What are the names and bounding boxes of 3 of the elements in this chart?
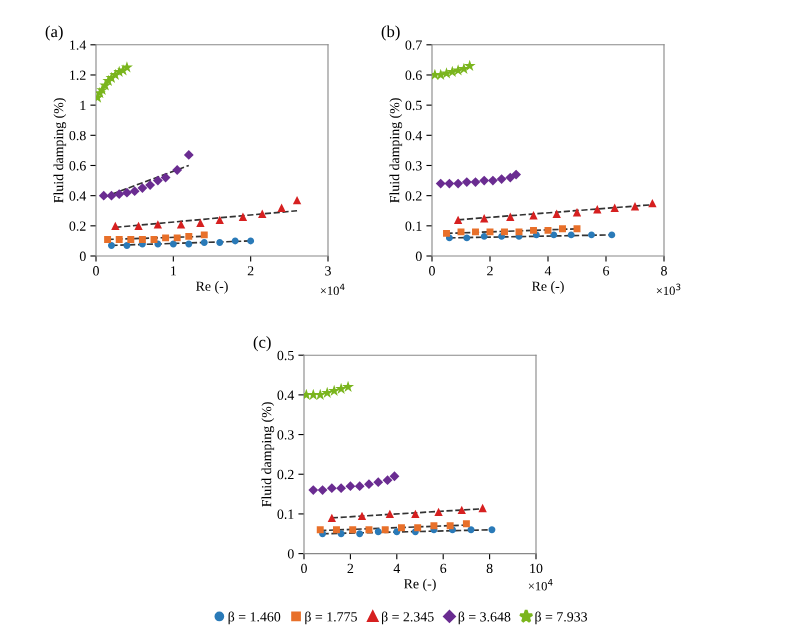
chart-title: (b) [381,25,400,41]
chart-title: (c) [253,336,271,352]
chart-title: (a) [45,25,63,41]
